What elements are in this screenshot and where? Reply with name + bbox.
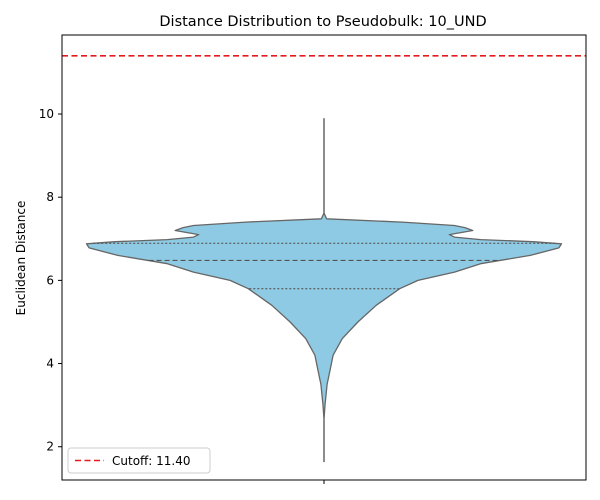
y-tick-label: 4 xyxy=(46,357,54,371)
y-tick-label: 8 xyxy=(46,190,54,204)
violin-body xyxy=(85,212,563,421)
legend-cutoff-label: Cutoff: 11.40 xyxy=(112,454,191,468)
chart-title: Distance Distribution to Pseudobulk: 10_… xyxy=(159,14,486,30)
plot-area xyxy=(62,54,586,463)
legend-box xyxy=(67,447,211,474)
y-tick-label: 6 xyxy=(46,273,54,287)
y-axis-label: Euclidean Distance xyxy=(14,201,28,316)
y-tick-label: 2 xyxy=(46,440,54,454)
legend: Cutoff: 11.40 xyxy=(67,447,211,474)
y-axis: 2 4 6 8 10 xyxy=(39,34,587,484)
y-tick-label: 10 xyxy=(39,107,54,121)
